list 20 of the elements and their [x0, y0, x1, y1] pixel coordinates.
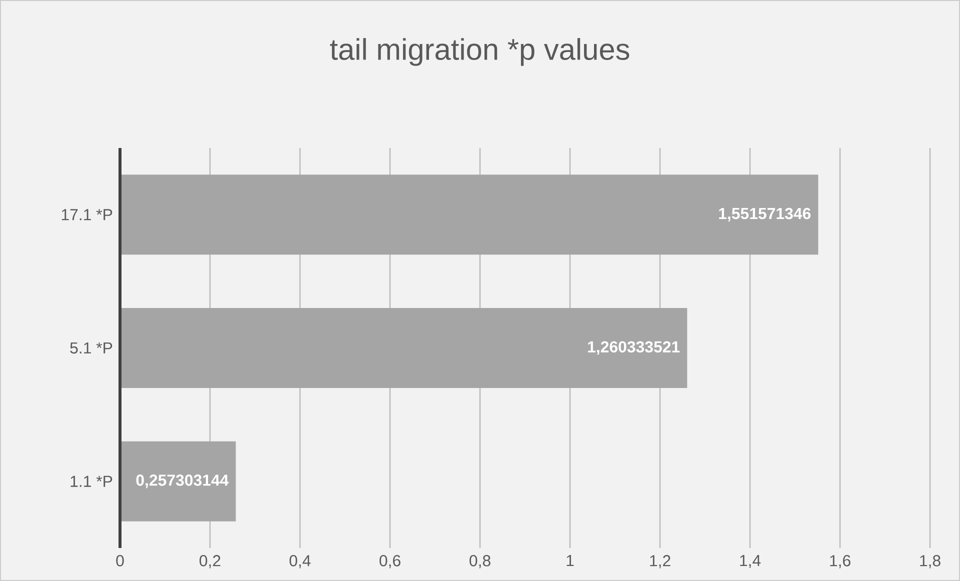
x-tick-label: 1,2	[650, 555, 670, 568]
data-label: 1,551571346	[719, 208, 811, 222]
x-tick-label: 0	[116, 555, 124, 566]
bar	[120, 174, 818, 255]
bar	[120, 308, 688, 388]
x-tick-label: 0,4	[290, 555, 311, 568]
x-tick-label: 0,8	[470, 555, 490, 568]
data-label: 0,257303144	[136, 474, 229, 488]
data-label: 1,260333521	[588, 341, 680, 355]
x-tick-label: 1,4	[740, 555, 761, 568]
x-tick-label: 1,6	[830, 555, 850, 568]
y-tick-label: 17.1 *P	[62, 209, 112, 220]
y-tick-label: 1.1 *P	[70, 476, 112, 487]
x-tick-label: 0,6	[380, 555, 400, 568]
x-tick-label: 0,2	[200, 555, 220, 568]
bar	[120, 441, 236, 522]
y-tick-label: 5.1 *P	[70, 342, 112, 354]
x-tick-label: 1	[566, 555, 574, 566]
x-tick-label: 1,8	[920, 555, 940, 568]
chart-title: tail migration *p values	[330, 38, 630, 66]
